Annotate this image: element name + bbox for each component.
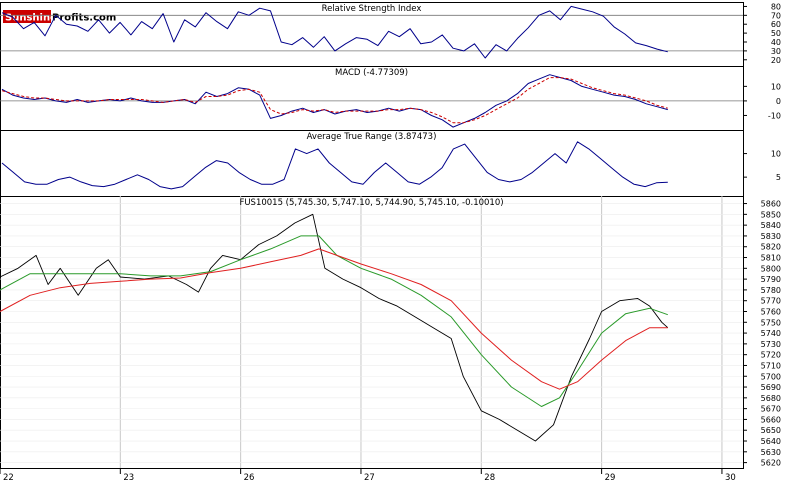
y-tick-label: 10: [771, 150, 781, 159]
y-tick-label: 50: [771, 29, 781, 38]
panel-1: MACD (-4.77309) -10 0 10: [0, 66, 781, 131]
y-tick-label: 5790: [761, 275, 781, 284]
y-tick-label: -10: [768, 111, 781, 120]
series-line-3-0: [0, 213, 669, 442]
x-tick-label: 30: [725, 473, 736, 483]
logo-part1: Sunshine: [5, 13, 57, 24]
series-line-3-2: [0, 248, 668, 390]
logo: Sunshine Profits.com: [3, 10, 116, 24]
logo-part2: Profits.com: [52, 13, 116, 24]
y-tick-label: 5670: [761, 405, 781, 414]
y-tick-label: 5760: [761, 307, 781, 316]
chart-panels: Relative Strength Index20304050607080MAC…: [0, 2, 781, 469]
y-tick-label: 5730: [761, 340, 781, 349]
y-tick-label: 5680: [761, 394, 781, 403]
y-tick-label: 60: [771, 20, 781, 29]
y-tick-label: 10: [771, 82, 781, 91]
y-tick-label: 5810: [761, 254, 781, 263]
x-tick-label: 29: [605, 473, 616, 483]
y-tick-label: 5700: [761, 372, 781, 381]
y-tick-label: 0: [776, 97, 781, 106]
y-tick-label: 5800: [761, 264, 781, 273]
series-line-1-1: [1, 77, 668, 124]
y-tick-label: 5750: [761, 318, 781, 327]
x-tick-label: 23: [123, 473, 134, 483]
series-line-2-0: [1, 141, 668, 190]
y-tick-label: 5860: [761, 200, 781, 209]
panel-frame: [0, 196, 744, 469]
y-tick-label: 5640: [761, 437, 781, 446]
x-tick-label: 28: [484, 473, 495, 483]
y-tick-label: 5780: [761, 286, 781, 295]
panel-title: FUS10015 (5,745.30, 5,747.10, 5,744.90, …: [239, 198, 503, 208]
x-axis: 22 23 26 27 28 29 30: [0, 468, 736, 483]
panel-title: Average True Range (3.87473): [307, 132, 437, 142]
y-tick-label: 5720: [761, 351, 781, 360]
y-tick-label: 5660: [761, 415, 781, 424]
y-tick-label: 5820: [761, 243, 781, 252]
x-tick-label: 27: [364, 473, 375, 483]
y-tick-label: 70: [771, 11, 781, 20]
panel-title: MACD (-4.77309): [335, 68, 408, 78]
x-tick-label: 26: [244, 473, 255, 483]
y-tick-label: 20: [771, 56, 781, 65]
y-tick-label: 5840: [761, 221, 781, 230]
y-tick-label: 5630: [761, 448, 781, 457]
y-tick-label: 5830: [761, 232, 781, 241]
x-tick-label: 22: [3, 473, 14, 483]
y-tick-label: 5: [776, 173, 781, 182]
y-tick-label: 80: [771, 2, 781, 11]
y-tick-label: 5650: [761, 426, 781, 435]
y-tick-label: 5770: [761, 297, 781, 306]
y-tick-label: 5740: [761, 329, 781, 338]
panel-2: Average True Range (3.87473) 5 10: [0, 130, 781, 197]
y-tick-label: 5690: [761, 383, 781, 392]
panel-title: Relative Strength Index: [322, 4, 422, 14]
y-tick-label: 5850: [761, 210, 781, 219]
panel-3: FUS10015 (5,745.30, 5,747.10, 5,744.90, …: [0, 196, 781, 469]
series-line-0-0: [1, 5, 668, 59]
series-line-3-1: [0, 235, 668, 407]
y-tick-label: 40: [771, 38, 781, 47]
y-tick-label: 30: [771, 47, 781, 56]
y-tick-label: 5620: [761, 459, 781, 468]
y-tick-label: 5710: [761, 361, 781, 370]
